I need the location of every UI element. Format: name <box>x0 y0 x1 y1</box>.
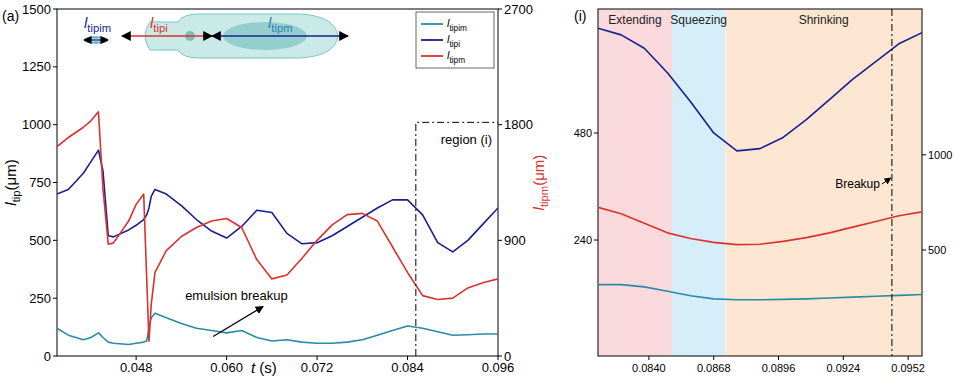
series-line <box>57 112 498 341</box>
y2-tick-label: 900 <box>504 233 526 248</box>
x-tick <box>908 356 909 360</box>
y-tick <box>53 356 57 357</box>
y-tick <box>53 66 57 67</box>
y-tick-label: 480 <box>574 127 592 139</box>
regions <box>598 9 922 356</box>
x-tick <box>778 356 779 360</box>
y2-tick-label: 0 <box>504 349 511 364</box>
legend-label: ltipim <box>447 17 467 33</box>
region-band <box>725 9 922 356</box>
region-label: Extending <box>608 13 661 27</box>
y-tick-label: 240 <box>574 234 592 246</box>
y-tick-label: 0 <box>44 349 51 364</box>
x-tick-label: 0.0840 <box>632 362 666 374</box>
y2-tick <box>498 356 502 357</box>
region-box <box>416 122 498 356</box>
schematic-label: ltipi <box>150 14 168 34</box>
x-tick-label: 0.048 <box>120 360 153 375</box>
region-band <box>672 9 725 356</box>
plot-frame <box>57 9 498 356</box>
x-tick-label: 0.084 <box>391 360 424 375</box>
series-line <box>598 28 922 151</box>
series-group <box>598 28 922 300</box>
y2-tick <box>922 249 926 250</box>
legend-label: ltipm <box>447 49 465 65</box>
series-line <box>57 313 498 344</box>
y2-tick <box>922 154 926 155</box>
breakup-line <box>891 9 892 356</box>
y-tick-label: 1250 <box>22 59 51 74</box>
y-tick <box>594 132 598 133</box>
region-label: region (i) <box>441 132 492 147</box>
x-tick <box>648 356 649 360</box>
figure: 0.0480.0600.0720.0840.096025050075010001… <box>0 0 955 384</box>
annotation: emulsion breakup <box>185 288 288 303</box>
y-tick <box>53 182 57 183</box>
y2-tick <box>498 240 502 241</box>
y2-tick <box>498 124 502 125</box>
chart-1: Extending Squeezing Shrinking 0.0840 0.0868 0… <box>574 8 953 374</box>
y-tick-label: 500 <box>29 233 51 248</box>
x-axis-label: t (s) <box>251 359 277 376</box>
x-tick-label: 0.060 <box>210 360 243 375</box>
schematic-arrow <box>122 35 212 36</box>
panel-label: (i) <box>574 8 586 24</box>
series-line <box>57 150 498 252</box>
annotation-arrow <box>213 306 263 336</box>
schematic-inner <box>84 37 108 43</box>
x-tick-label: 0.0868 <box>697 362 731 374</box>
y2-tick-label: 1800 <box>504 117 533 132</box>
schematic-label: ltipm <box>268 14 293 34</box>
legend-box <box>416 12 494 68</box>
chart-0: 0.0480.0600.0720.0840.096025050075010001… <box>2 2 550 376</box>
region-band <box>598 9 672 356</box>
x-tick <box>713 356 714 360</box>
y2-axis-label: ltipm(μm) <box>530 155 550 211</box>
schematic-arrow <box>84 39 108 40</box>
schematic-label: ltipim <box>84 14 111 34</box>
y-tick <box>53 9 57 10</box>
y-tick-label: 1000 <box>22 117 51 132</box>
series-line <box>598 285 922 300</box>
y-tick <box>594 240 598 241</box>
y-tick-label: 750 <box>29 175 51 190</box>
series-line <box>598 207 922 244</box>
y-tick <box>53 298 57 299</box>
x-tick <box>843 356 844 360</box>
y-tick <box>53 124 57 125</box>
schematic: ltipim ltipi ltipm <box>84 14 348 58</box>
schematic-arrow <box>212 35 348 36</box>
x-tick-label: 0.0924 <box>826 362 860 374</box>
legend-swatch <box>421 39 443 41</box>
plot-frame <box>598 9 922 356</box>
y-tick-label: 250 <box>29 291 51 306</box>
y2-tick <box>498 9 502 10</box>
y-tick-label: 1500 <box>22 2 51 17</box>
y-axis-label: ltip(μm) <box>2 159 22 205</box>
legend-label: ltipi <box>447 33 460 49</box>
breakup-label: Breakup <box>835 177 880 191</box>
y2-tick-label: 1000 <box>928 149 952 161</box>
y-tick <box>53 240 57 241</box>
legend-swatch <box>421 23 443 25</box>
x-tick-label: 0.0896 <box>762 362 796 374</box>
region-label: Shrinking <box>799 13 849 27</box>
panel-label: (a) <box>2 8 19 24</box>
y2-tick-label: 500 <box>928 244 946 256</box>
legend: ltipimltipiltipm <box>416 12 494 68</box>
y2-tick-label: 2700 <box>504 2 533 17</box>
legend-swatch <box>421 55 443 57</box>
breakup-arrow <box>882 178 891 184</box>
series-group <box>57 112 498 345</box>
region-label: Squeezing <box>670 13 727 27</box>
x-tick-label: 0.072 <box>301 360 334 375</box>
x-tick-label: 0.0952 <box>891 362 925 374</box>
